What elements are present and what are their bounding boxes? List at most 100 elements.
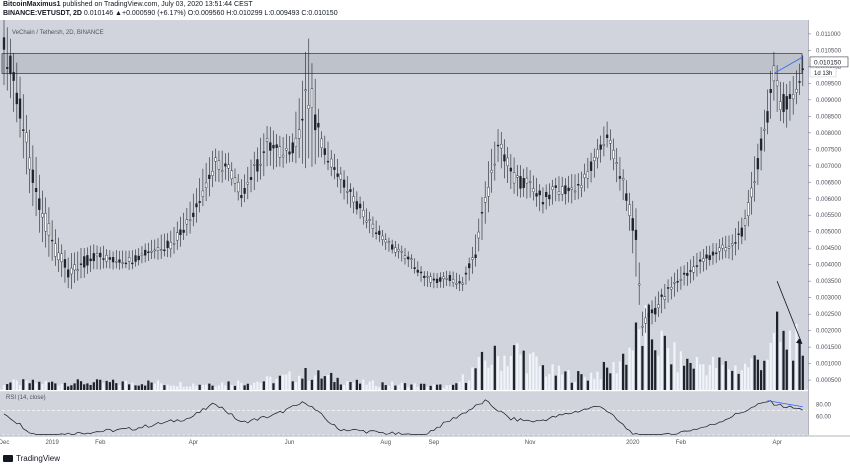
x-tick-label: 2019 [45, 440, 59, 446]
candle-body [779, 101, 782, 110]
volume-bar [423, 383, 426, 390]
candle-body [25, 132, 28, 143]
candle-body [493, 163, 496, 166]
candle-body [528, 181, 532, 183]
price-divergence-line[interactable] [773, 56, 803, 74]
candle-body [609, 140, 612, 144]
candle-body [570, 187, 573, 190]
volume-bar [763, 360, 766, 390]
x-tick-label: Feb [676, 440, 687, 446]
candle-body [654, 307, 657, 315]
last-price-tag[interactable] [809, 56, 849, 68]
arrow-head-icon [796, 338, 802, 344]
volume-bar [6, 384, 9, 390]
candle-body [618, 176, 622, 179]
author-name[interactable]: BitcoinMaximus1 [3, 1, 61, 8]
candle-body [301, 118, 304, 121]
tradingview-brand[interactable]: TradingView [16, 454, 61, 463]
volume-bar [391, 381, 394, 390]
volume-bar [320, 378, 323, 390]
candle-body [38, 198, 41, 210]
candle-body [689, 270, 692, 272]
candle-body [731, 243, 734, 246]
volume-bar [92, 382, 95, 390]
volume-bar [185, 386, 188, 390]
volume-bar [201, 384, 205, 390]
volume-bar [333, 382, 336, 390]
candle-body [740, 227, 744, 237]
candle-body [538, 190, 541, 196]
volume-bar [734, 365, 737, 390]
candle-body [564, 185, 567, 195]
candle-body [750, 187, 753, 198]
y-tick-label: 0.001000 [816, 362, 842, 368]
volume-bar [724, 361, 727, 390]
volume-bar [176, 386, 179, 390]
volume-bar [134, 385, 137, 390]
volume-bar [172, 385, 176, 390]
candle-body [182, 229, 185, 233]
candle-body [429, 276, 432, 283]
candle-body [541, 202, 545, 205]
volume-bar [403, 383, 407, 390]
volume-bar [169, 385, 172, 390]
y-tick-label: 0.011000 [816, 32, 841, 38]
volume-bar [496, 356, 500, 390]
volume-bar [371, 380, 375, 390]
candle-body [160, 249, 163, 251]
candle-body [153, 249, 156, 252]
volume-bar [349, 382, 352, 390]
volume-bar [204, 384, 208, 390]
volume-bar [528, 353, 532, 390]
candle-body [455, 283, 458, 285]
volume-bar [612, 362, 615, 390]
volume-bar [567, 370, 570, 390]
candle-body [615, 162, 618, 165]
candle-body [557, 191, 561, 195]
volume-bar [641, 345, 644, 390]
volume-bar [304, 367, 307, 390]
x-tick-label: Aug [380, 440, 391, 446]
volume-bar [44, 380, 47, 390]
volume-bar [625, 364, 628, 390]
chart-area[interactable]: VeChain / Tethersh, 2D, BINANCE 0.011000 0… [0, 10, 850, 457]
x-tick-label: Dec [0, 440, 9, 446]
volume-bar [224, 385, 227, 390]
y-tick-label: 0.007500 [816, 147, 842, 153]
candle-body [471, 257, 474, 260]
volume-trend-arrow[interactable] [776, 281, 803, 344]
volume-bar [682, 365, 686, 390]
volume-bar [792, 360, 795, 390]
volume-bar [788, 330, 792, 390]
volume-bar [217, 385, 221, 390]
volume-bar [631, 350, 634, 390]
candle-body [137, 255, 140, 261]
candle-body [410, 258, 413, 260]
volume-bar [737, 373, 740, 390]
volume-bar [779, 341, 782, 390]
volume-bar [365, 384, 368, 390]
volume-bar [439, 384, 442, 390]
candle-body [775, 80, 779, 87]
volume-bar [339, 384, 342, 390]
chart-svg[interactable]: VeChain / Tethersh, 2D, BINANCE 0.011000 0… [0, 10, 850, 457]
volume-bar [179, 381, 182, 390]
rsi-divergence-line[interactable] [767, 400, 803, 408]
candle-body [297, 129, 301, 139]
candle-body [95, 253, 99, 257]
volume-bar [15, 380, 18, 390]
y-tick-label: 0.002500 [816, 312, 842, 318]
volume-bar [140, 384, 144, 390]
candle-body [522, 178, 525, 188]
volume-bar [28, 383, 31, 390]
volume-bar [500, 370, 503, 390]
rsi-tick-label: 60.00 [816, 415, 832, 421]
symbol-label[interactable]: BINANCE:VETUSDT, 2D [3, 10, 82, 17]
volume-bar [429, 385, 432, 390]
volume-bar [9, 382, 12, 390]
chart-header: BitcoinMaximus1 published on TradingView… [0, 0, 850, 20]
volume-bar [182, 386, 185, 390]
candle-body [445, 278, 448, 280]
countdown-tag [809, 67, 837, 78]
resistance-zone-rect[interactable] [1, 53, 803, 74]
